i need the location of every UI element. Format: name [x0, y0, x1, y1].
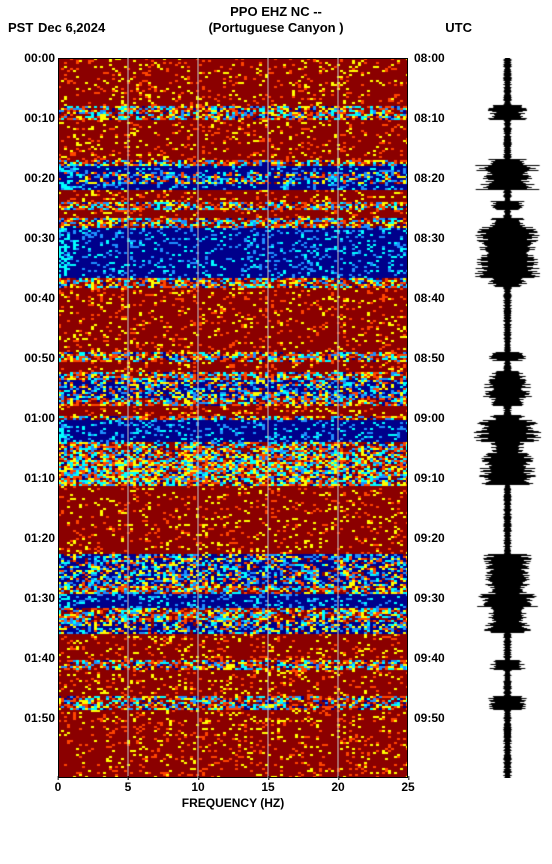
- right-tick: 08:50: [414, 351, 464, 365]
- right-tick: 08:10: [414, 111, 464, 125]
- right-tick: 08:40: [414, 291, 464, 305]
- right-tick: 09:50: [414, 711, 464, 725]
- waveform-trace: [470, 58, 545, 778]
- x-tick: 5: [125, 780, 132, 794]
- x-axis-label: FREQUENCY (HZ): [58, 796, 408, 810]
- left-tick: 01:40: [0, 651, 55, 665]
- x-tick: 25: [401, 780, 414, 794]
- right-time-axis: 08:0008:1008:2008:3008:4008:5009:0009:10…: [414, 58, 464, 778]
- right-tick: 09:40: [414, 651, 464, 665]
- right-tick: 09:00: [414, 411, 464, 425]
- spectrogram: [58, 58, 408, 778]
- left-tick: 01:20: [0, 531, 55, 545]
- right-tick: 08:00: [414, 51, 464, 65]
- left-tick: 00:50: [0, 351, 55, 365]
- right-tick: 09:10: [414, 471, 464, 485]
- x-tick: 15: [261, 780, 274, 794]
- timezone-right: UTC: [445, 20, 472, 35]
- left-tick: 01:30: [0, 591, 55, 605]
- left-tick: 00:10: [0, 111, 55, 125]
- x-axis: 0510152025 FREQUENCY (HZ): [58, 780, 408, 820]
- right-tick: 09:20: [414, 531, 464, 545]
- x-tick: 20: [331, 780, 344, 794]
- x-tick: 0: [55, 780, 62, 794]
- right-tick: 09:30: [414, 591, 464, 605]
- left-tick: 01:00: [0, 411, 55, 425]
- right-tick: 08:20: [414, 171, 464, 185]
- right-tick: 08:30: [414, 231, 464, 245]
- left-tick: 00:00: [0, 51, 55, 65]
- left-tick: 01:10: [0, 471, 55, 485]
- left-tick: 00:40: [0, 291, 55, 305]
- left-tick: 01:50: [0, 711, 55, 725]
- timezone-left: PST: [8, 20, 33, 35]
- left-tick: 00:30: [0, 231, 55, 245]
- station-id: PPO EHZ NC --: [0, 4, 552, 20]
- x-tick: 10: [191, 780, 204, 794]
- left-tick: 00:20: [0, 171, 55, 185]
- left-time-axis: 00:0000:1000:2000:3000:4000:5001:0001:10…: [0, 58, 55, 778]
- date-label: Dec 6,2024: [38, 20, 105, 35]
